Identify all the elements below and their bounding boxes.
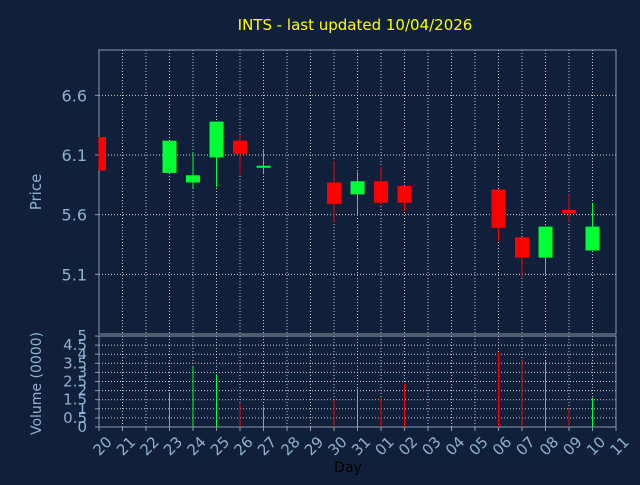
price-y-tick-label: 5.6 <box>62 206 87 225</box>
candle-body <box>397 186 412 203</box>
candle-body <box>562 209 576 214</box>
volume-y-tick-label: 2.5 <box>63 373 87 391</box>
candle-body <box>186 175 200 183</box>
candle-body <box>256 165 271 168</box>
volume-axis-label: Volume (0000) <box>29 332 45 435</box>
candle-body <box>233 140 247 154</box>
candle-body <box>491 189 506 228</box>
volume-y-tick-label: 4 <box>77 345 87 363</box>
volume-y-tick-label: 0.5 <box>63 409 87 427</box>
x-axis-label: Day <box>334 460 362 476</box>
candle-body <box>350 181 365 195</box>
price-plot-frame <box>98 49 617 335</box>
price-y-tick-label: 6.1 <box>62 146 87 165</box>
candle-body <box>585 226 600 251</box>
candle-body <box>374 181 388 203</box>
volume-y-tick-label: 0 <box>77 418 87 436</box>
volume-y-tick-label: 1 <box>77 400 87 418</box>
price-y-tick-label: 6.6 <box>62 86 87 105</box>
candle-body <box>209 121 224 158</box>
volume-y-tick-label: 3.5 <box>63 354 87 372</box>
candle-body <box>515 237 529 258</box>
price-y-tick-label: 5.1 <box>62 265 87 284</box>
candle-body <box>538 226 553 258</box>
candle-body <box>99 137 106 171</box>
chart-title: INTS - last updated 10/04/2026 <box>238 16 473 34</box>
volume-y-tick-label: 1.5 <box>63 391 87 409</box>
volume-y-tick-label: 5 <box>77 327 87 345</box>
price-panel: 6.6 6.1 5.6 5.1 <box>62 49 617 335</box>
candle-body <box>327 182 341 204</box>
volume-y-tick-label: 2 <box>77 382 87 400</box>
volume-panel: 54.543.532.521.510.50 <box>63 327 617 436</box>
volume-y-tick-label: 3 <box>77 363 87 381</box>
candle-body <box>162 140 177 173</box>
volume-y-tick-label: 4.5 <box>63 336 87 354</box>
price-axis-label: Price <box>27 174 45 211</box>
